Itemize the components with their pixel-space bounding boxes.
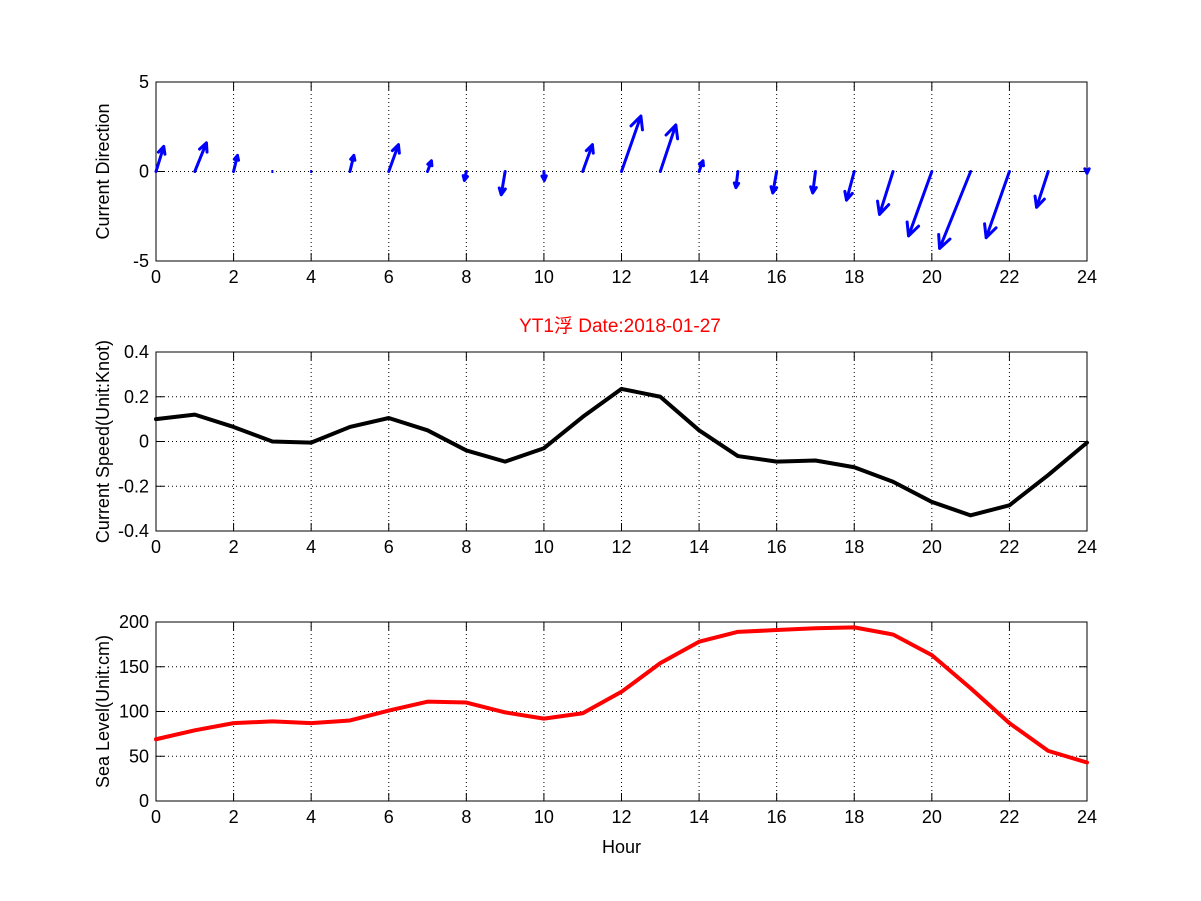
direction-arrow: [843, 170, 856, 202]
y-tick-label: 0.2: [124, 387, 149, 407]
direction-arrow: [497, 170, 507, 197]
direction-arrow: [387, 143, 401, 173]
x-tick-label: 8: [461, 807, 471, 827]
x-tick-label: 22: [999, 807, 1019, 827]
direction-arrow: [697, 159, 705, 173]
y-tick-label: 0: [139, 791, 149, 811]
x-tick-label: 14: [689, 267, 709, 287]
y-tick-label: 0: [139, 432, 149, 452]
y-tick-label: -0.2: [118, 476, 149, 496]
x-tick-label: 14: [689, 537, 709, 557]
direction-arrow: [658, 123, 680, 173]
x-tick-label: 18: [844, 267, 864, 287]
x-tick-label: 22: [999, 537, 1019, 557]
y-axis-label: Current Speed(Unit:Knot): [93, 340, 113, 543]
direction-arrow: [540, 170, 548, 182]
direction-arrow: [461, 170, 469, 182]
x-axis-label: Hour: [602, 837, 641, 857]
y-tick-label: 5: [139, 72, 149, 92]
x-tick-label: 2: [229, 807, 239, 827]
direction-arrow: [732, 170, 741, 190]
x-tick-label: 0: [151, 267, 161, 287]
x-tick-label: 24: [1077, 807, 1097, 827]
y-tick-label: -5: [133, 251, 149, 271]
direction-arrow: [581, 143, 595, 173]
x-tick-label: 4: [306, 267, 316, 287]
y-axis-label: Current Direction: [93, 103, 113, 239]
x-tick-label: 20: [922, 267, 942, 287]
figure-title: YT1浮 Date:2018-01-27: [519, 315, 721, 337]
y-tick-label: 50: [129, 746, 149, 766]
x-tick-label: 24: [1077, 537, 1097, 557]
x-tick-label: 18: [844, 807, 864, 827]
x-tick-label: 6: [384, 537, 394, 557]
x-tick-label: 8: [461, 537, 471, 557]
direction-arrow: [193, 141, 209, 173]
y-axis-label: Sea Level(Unit:cm): [93, 635, 113, 788]
x-tick-label: 20: [922, 537, 942, 557]
y-tick-label: 150: [119, 657, 149, 677]
x-tick-label: 4: [306, 807, 316, 827]
x-tick-label: 8: [461, 267, 471, 287]
x-tick-label: 20: [922, 807, 942, 827]
y-tick-label: 100: [119, 702, 149, 722]
x-tick-label: 2: [229, 267, 239, 287]
direction-arrow: [1033, 170, 1050, 209]
x-tick-label: 6: [384, 807, 394, 827]
direction-arrow: [809, 170, 818, 195]
x-tick-label: 12: [611, 807, 631, 827]
x-tick-label: 18: [844, 537, 864, 557]
x-tick-label: 16: [767, 537, 787, 557]
direction-arrow: [905, 170, 934, 238]
current-speed-panel: 0 2 4 6 8 10 12 14 16 18 20 22 24-0.4-0.200.20.4Curr…: [93, 340, 1097, 557]
x-tick-label: 10: [534, 537, 554, 557]
y-tick-label: 0: [139, 162, 149, 182]
direction-arrow: [876, 170, 895, 216]
direction-arrow: [1083, 167, 1091, 175]
y-tick-label: 0.4: [124, 342, 149, 362]
x-tick-label: 6: [384, 267, 394, 287]
direction-arrow: [348, 153, 357, 173]
x-tick-label: 10: [534, 807, 554, 827]
y-tick-label: -0.4: [118, 521, 149, 541]
x-tick-label: 12: [611, 537, 631, 557]
direction-arrow: [937, 170, 973, 250]
direction-arrow: [232, 153, 241, 173]
x-tick-label: 14: [689, 807, 709, 827]
x-tick-label: 16: [767, 807, 787, 827]
x-tick-label: 16: [767, 267, 787, 287]
x-tick-label: 4: [306, 537, 316, 557]
x-tick-label: 24: [1077, 267, 1097, 287]
direction-arrow: [769, 170, 779, 195]
direction-arrow: [620, 114, 644, 173]
x-tick-label: 12: [611, 267, 631, 287]
x-tick-label: 0: [151, 807, 161, 827]
x-tick-label: 2: [229, 537, 239, 557]
x-tick-label: 22: [999, 267, 1019, 287]
x-tick-label: 10: [534, 267, 554, 287]
direction-arrow: [154, 144, 167, 173]
direction-arrow: [983, 170, 1011, 240]
direction-arrow: [426, 159, 434, 173]
y-tick-label: 200: [119, 612, 149, 632]
x-tick-label: 0: [151, 537, 161, 557]
